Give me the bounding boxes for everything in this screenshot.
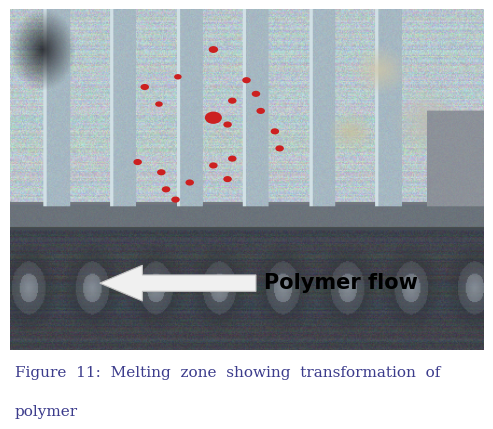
Circle shape — [223, 121, 232, 127]
Text: Figure  11:  Melting  zone  showing  transformation  of: Figure 11: Melting zone showing transfor… — [15, 366, 440, 380]
Circle shape — [157, 169, 166, 175]
Circle shape — [228, 156, 237, 162]
Circle shape — [209, 163, 217, 169]
FancyArrow shape — [100, 265, 256, 301]
Circle shape — [256, 108, 265, 114]
Circle shape — [242, 77, 251, 83]
Circle shape — [271, 128, 279, 134]
Circle shape — [185, 179, 194, 186]
Text: Polymer flow: Polymer flow — [264, 273, 418, 293]
Circle shape — [252, 91, 260, 97]
Circle shape — [228, 97, 237, 104]
Circle shape — [141, 84, 149, 90]
Circle shape — [134, 159, 142, 165]
Circle shape — [174, 74, 181, 79]
Circle shape — [276, 145, 284, 151]
Text: polymer: polymer — [15, 405, 78, 419]
Circle shape — [223, 176, 232, 182]
Circle shape — [155, 101, 163, 107]
Circle shape — [162, 186, 170, 193]
Circle shape — [209, 46, 218, 53]
Circle shape — [171, 196, 180, 202]
Circle shape — [205, 112, 222, 124]
